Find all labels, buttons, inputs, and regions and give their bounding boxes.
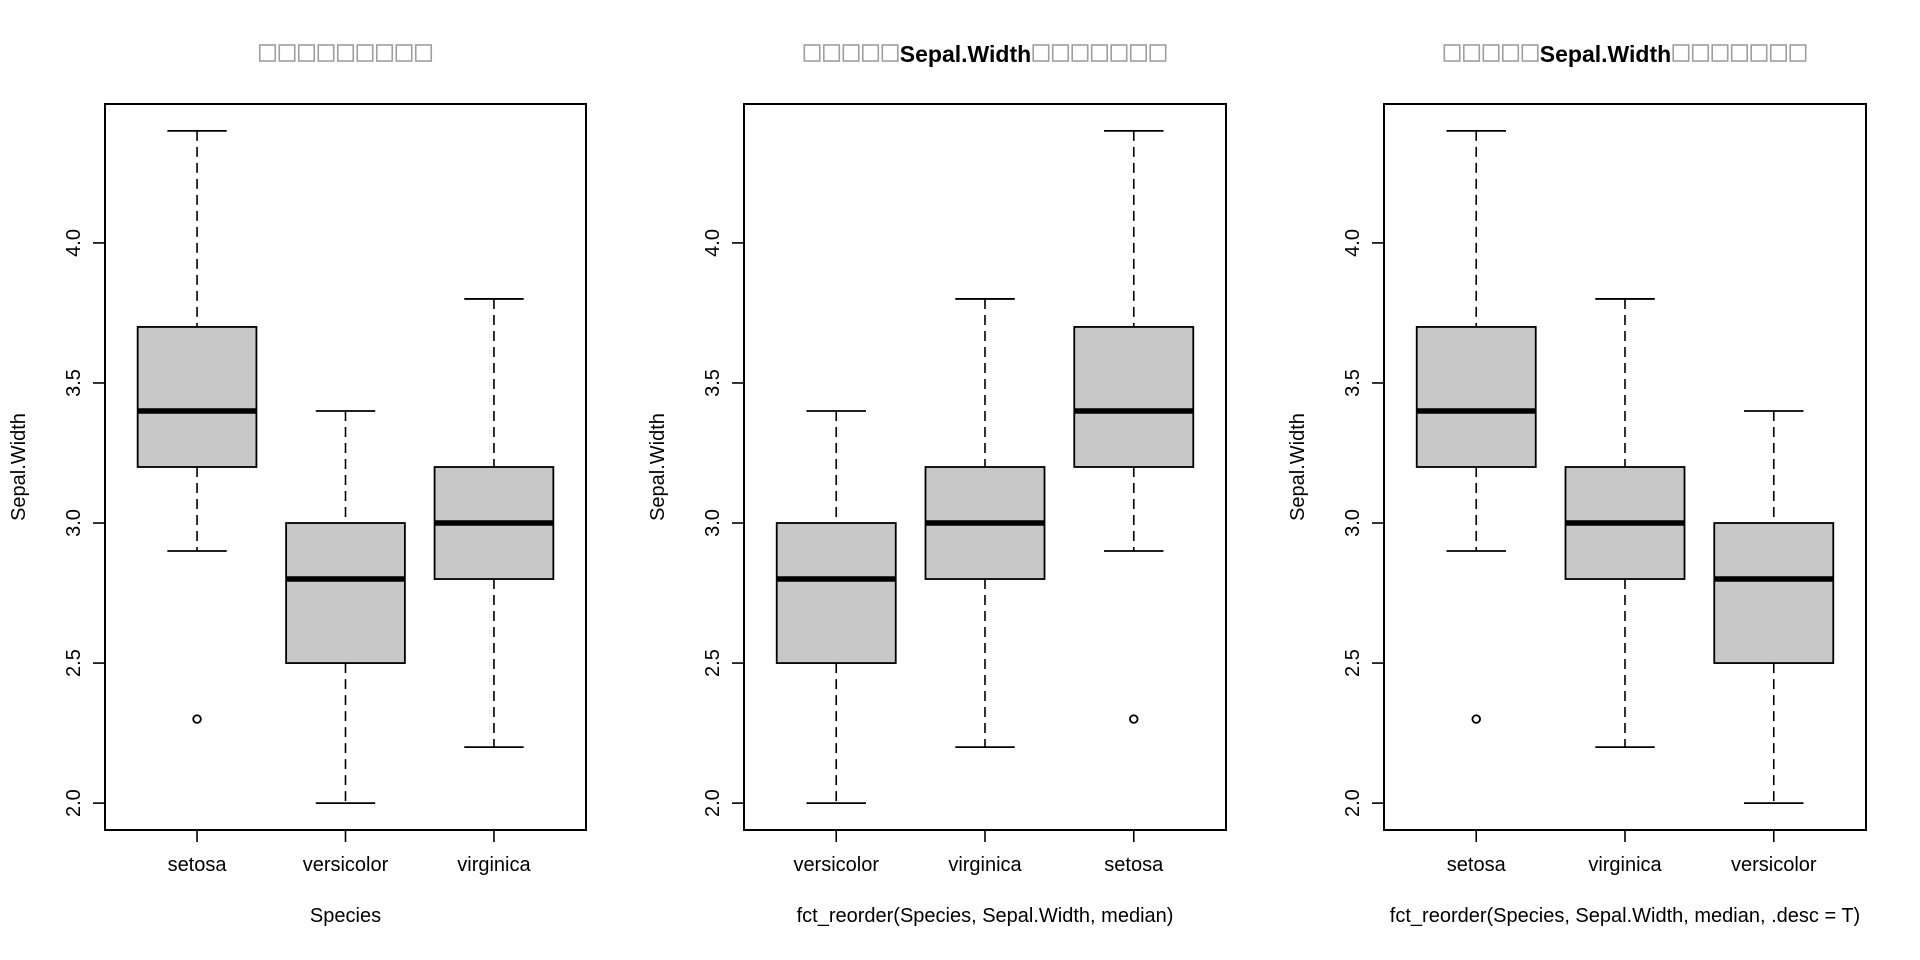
box-versicolor [1713,410,1835,805]
missing-glyph-box [317,44,335,62]
y-tick-label: 3.0 [1342,509,1364,537]
missing-glyph-box [414,44,433,62]
box-virginica [433,298,555,748]
missing-glyph-box [1521,44,1539,62]
x-axis: setosa versicolor virginica [168,830,532,876]
y-tick-label: 3.0 [702,509,724,537]
x-tick-label: versicolor [793,854,879,876]
missing-glyph-box [842,44,860,62]
missing-glyph-box [1789,44,1807,62]
y-tick-label: 2.0 [63,789,85,817]
missing-glyph-box [395,44,413,62]
chart-title [258,44,433,62]
missing-glyph-box [1501,44,1520,62]
outlier-point [1471,714,1481,724]
box-virginica [1564,298,1686,748]
box-setosa [1415,129,1537,724]
missing-glyph-box [278,44,296,62]
missing-glyph-box [1071,44,1089,62]
outlier-point [192,714,202,724]
y-axis: 2.0 2.5 3.0 3.5 4.0 [702,229,745,817]
boxplot-panel-3: Sepal.Width 2.0 2.5 3.0 3.5 4.0 Sepal.Width set… [1287,41,1867,927]
x-axis: setosa virginica versicolor [1447,830,1817,876]
box-setosa [136,129,258,724]
x-axis-title: fct_reorder(Species, Sepal.Width, median… [797,905,1174,927]
y-axis-title: Sepal.Width [647,413,669,521]
missing-glyph-box [1691,44,1710,62]
missing-glyph-box [297,44,316,62]
x-axis-title: Species [310,905,381,927]
chart-title: Sepal.Width [1443,41,1807,67]
missing-glyph-box [1672,44,1690,62]
x-tick-label: virginica [457,854,531,876]
outlier-point [1129,714,1139,724]
missing-glyph-box [1443,44,1461,62]
y-tick-label: 2.5 [63,649,85,677]
title-text-segment: Sepal.Width [900,41,1031,67]
missing-glyph-box [1730,44,1749,62]
x-axis: versicolor virginica setosa [793,830,1164,876]
x-tick-label: setosa [1447,854,1507,876]
y-tick-label: 2.5 [702,649,724,677]
box-setosa [1073,129,1195,724]
missing-glyph-box [861,44,880,62]
missing-glyph-box [881,44,899,62]
y-tick-label: 4.0 [63,229,85,257]
missing-glyph-box [1462,44,1481,62]
y-tick-label: 3.5 [1342,369,1364,397]
title-text-segment: Sepal.Width [1540,41,1671,67]
missing-glyph-box [1090,44,1109,62]
y-axis-title: Sepal.Width [8,413,30,521]
iqr-box [775,522,897,664]
y-tick-label: 2.5 [1342,649,1364,677]
missing-glyph-box [336,44,355,62]
x-tick-label: versicolor [303,854,389,876]
missing-glyph-box [1051,44,1070,62]
iqr-box [136,326,258,468]
missing-glyph-box [1769,44,1788,62]
missing-glyph-box [1750,44,1768,62]
missing-glyph-box [1149,44,1167,62]
box-virginica [924,298,1046,748]
x-axis-title: fct_reorder(Species, Sepal.Width, median… [1390,905,1860,927]
iqr-box [285,522,406,664]
iqr-box [1713,522,1835,664]
x-tick-label: versicolor [1731,854,1817,876]
x-tick-label: setosa [168,854,228,876]
y-tick-label: 3.0 [63,509,85,537]
missing-glyph-box [803,44,821,62]
x-tick-label: virginica [948,854,1022,876]
iqr-box [1415,326,1537,468]
missing-glyph-box [258,44,277,62]
boxplot-panel-1: 2.0 2.5 3.0 3.5 4.0 Sepal.Width setosa versicol… [8,44,587,927]
y-tick-label: 4.0 [702,229,724,257]
y-tick-label: 4.0 [1342,229,1364,257]
box-versicolor [285,410,406,805]
y-tick-label: 3.5 [63,369,85,397]
missing-glyph-box [1482,44,1500,62]
y-tick-label: 2.0 [702,789,724,817]
missing-glyph-box [1110,44,1128,62]
y-axis: 2.0 2.5 3.0 3.5 4.0 [1342,229,1385,817]
box-versicolor [775,410,897,805]
x-tick-label: virginica [1588,854,1662,876]
missing-glyph-box [822,44,841,62]
x-tick-label: setosa [1104,854,1164,876]
missing-glyph-box [375,44,394,62]
boxplot-panel-2: Sepal.Width 2.0 2.5 3.0 3.5 4.0 Sepal.Width ver… [647,41,1227,927]
y-tick-label: 2.0 [1342,789,1364,817]
missing-glyph-box [1032,44,1050,62]
missing-glyph-box [356,44,374,62]
chart-title: Sepal.Width [803,41,1167,67]
y-axis: 2.0 2.5 3.0 3.5 4.0 [63,229,106,817]
y-tick-label: 3.5 [702,369,724,397]
missing-glyph-box [1129,44,1148,62]
y-axis-title: Sepal.Width [1287,413,1309,521]
iqr-box [1073,326,1195,468]
missing-glyph-box [1711,44,1729,62]
